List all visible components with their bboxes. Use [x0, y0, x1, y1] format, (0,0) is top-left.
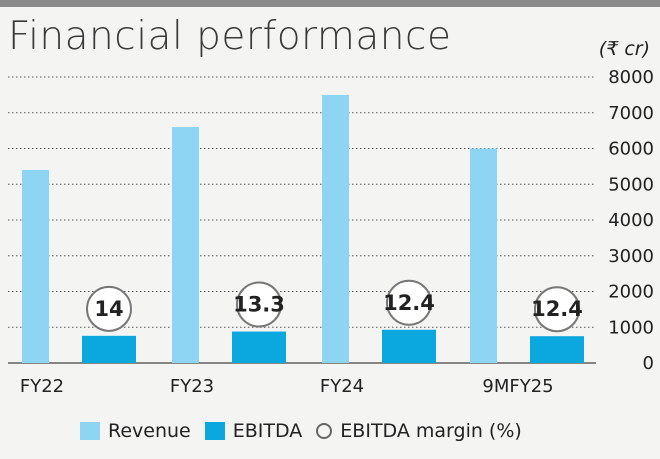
bars: 14 13.3 12.4 12.4 — [22, 94, 584, 363]
legend-label-ebitda: EBITDA — [232, 420, 303, 442]
margin-label: 13.3 — [233, 293, 285, 317]
bar-ebitda — [232, 331, 286, 363]
bar-revenue — [172, 127, 199, 363]
bar-revenue — [22, 169, 49, 363]
bar-ebitda — [382, 329, 436, 363]
legend-label-ebitda-margin: EBITDA margin (%) — [340, 420, 522, 442]
legend-circle-icon — [316, 423, 333, 439]
margin-label: 14 — [94, 297, 123, 321]
chart: 14 13.3 12.4 12.4 8000 7000 6000 5000 4000 3000 2… — [8, 67, 654, 397]
y-axis-ticks: 8000 7000 6000 5000 4000 3000 2000 1000 0 — [608, 67, 654, 374]
legend-swatch-revenue — [80, 422, 100, 440]
x-axis-labels: FY22 FY23 FY24 9MFY25 — [20, 376, 554, 397]
margin-label: 12.4 — [383, 291, 435, 315]
top-rule — [0, 0, 660, 7]
y-tick-label: 0 — [643, 353, 654, 374]
y-tick-label: 7000 — [608, 103, 654, 124]
x-category-label: FY23 — [170, 376, 214, 397]
margin-circle — [386, 279, 432, 326]
x-category-label: FY24 — [320, 376, 364, 397]
legend-label-revenue: Revenue — [108, 420, 191, 442]
y-tick-label: 5000 — [608, 174, 654, 195]
legend-swatch-ebitda — [204, 422, 225, 440]
chart-title: Financial performance — [8, 14, 452, 59]
legend-item-ebitda-margin: EBITDA margin (%) — [316, 420, 522, 442]
margin-circle — [534, 286, 580, 333]
legend-item-ebitda: EBITDA — [204, 420, 303, 442]
margin-circle — [236, 281, 282, 328]
unit-label: (₹ cr) — [598, 38, 650, 60]
legend: Revenue EBITDA EBITDA margin (%) — [80, 418, 536, 444]
x-category-label: 9MFY25 — [482, 376, 553, 397]
y-tick-label: 1000 — [608, 317, 654, 338]
legend-item-revenue: Revenue — [80, 420, 191, 442]
y-tick-label: 4000 — [608, 210, 654, 231]
bar-revenue — [470, 148, 497, 363]
y-tick-label: 2000 — [608, 282, 654, 303]
margin-circle — [86, 285, 132, 332]
y-tick-label: 8000 — [608, 67, 654, 88]
y-tick-label: 6000 — [608, 139, 654, 160]
bar-ebitda — [82, 335, 136, 363]
bar-revenue — [322, 94, 349, 363]
x-category-label: FY22 — [20, 376, 64, 397]
y-tick-label: 3000 — [608, 246, 654, 267]
bar-ebitda — [530, 336, 584, 363]
margin-label: 12.4 — [531, 297, 583, 321]
